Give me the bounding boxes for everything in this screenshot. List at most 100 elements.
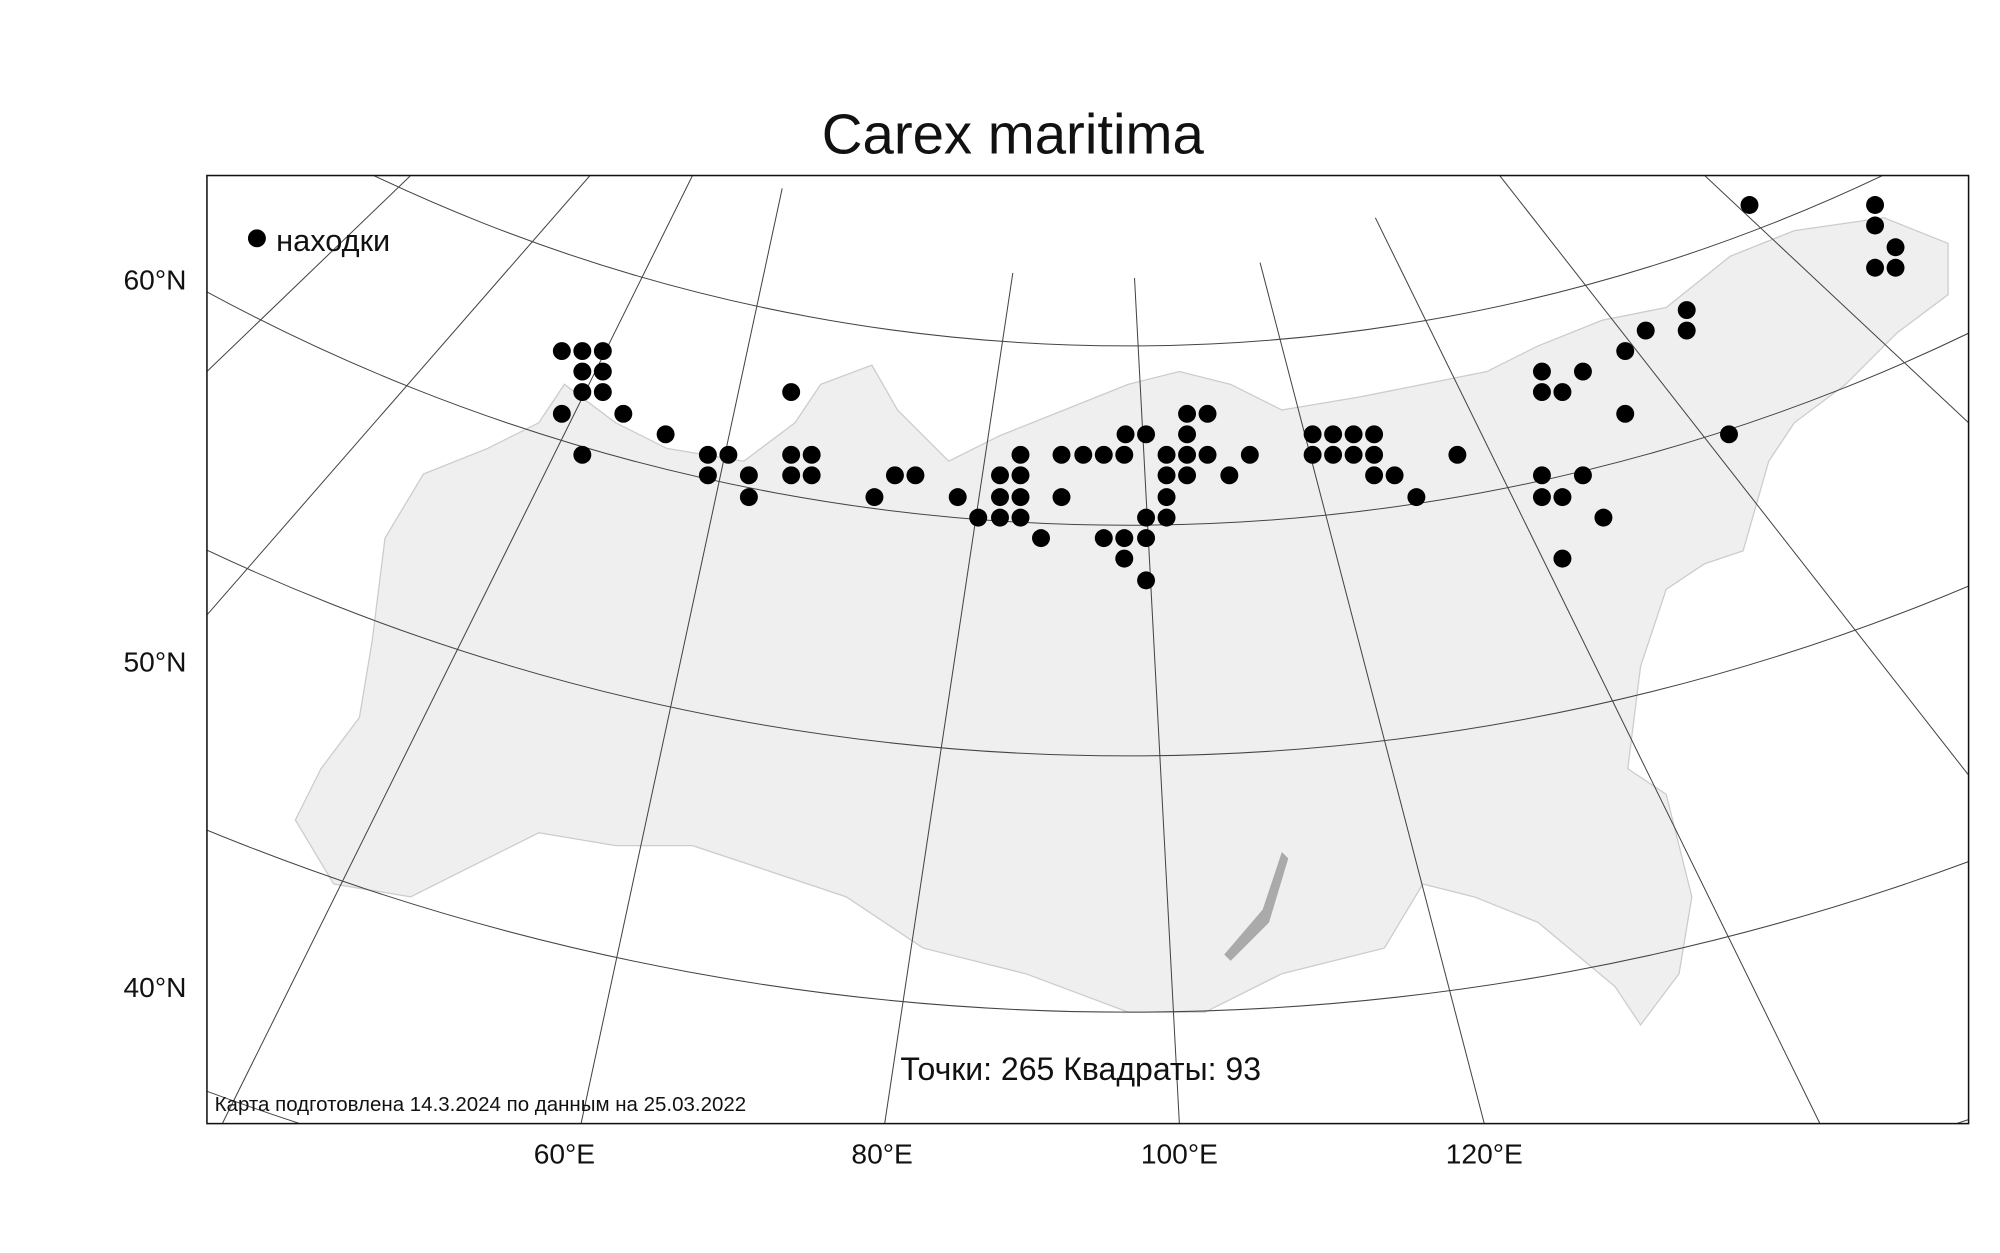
occurrence-dot <box>865 488 884 507</box>
occurrence-dot <box>906 466 925 485</box>
occurrence-dot <box>698 466 717 485</box>
occurrence-dot <box>1011 488 1030 507</box>
occurrence-dot <box>1178 404 1197 423</box>
occurrence-dot <box>1157 466 1176 485</box>
occurrence-dot <box>573 383 592 402</box>
occurrence-dot <box>782 445 801 464</box>
occurrence-dot <box>1198 404 1217 423</box>
occurrence-dot <box>1137 571 1156 590</box>
occurrence-dot <box>1032 529 1050 548</box>
occurrence-dot <box>698 445 717 464</box>
occurrence-dot <box>1178 425 1197 444</box>
occurrence-dot <box>1115 529 1134 548</box>
occurrence-dot <box>948 488 967 507</box>
occurrence-dot <box>1198 445 1217 464</box>
occurrence-dot <box>1365 445 1384 464</box>
occurrence-dot <box>1011 445 1030 464</box>
occurrence-dot <box>1220 466 1239 485</box>
occurrence-dot <box>1011 466 1030 485</box>
occurrence-dot <box>991 466 1009 485</box>
occurrence-dot <box>614 404 633 423</box>
occurrence-dot <box>1157 488 1176 507</box>
occurrence-dot <box>1532 466 1551 485</box>
occurrence-dot <box>1116 425 1135 444</box>
occurrence-dot <box>1532 362 1551 381</box>
occurrence-dot <box>1324 445 1343 464</box>
occurrence-dot <box>1011 508 1030 527</box>
map-title: Carex maritima <box>822 103 1205 166</box>
occurrence-dot <box>1448 445 1467 464</box>
occurrence-dot <box>1407 488 1426 507</box>
occurrence-dot <box>1052 488 1071 507</box>
lat-label: 50°N <box>123 645 186 677</box>
occurrence-dot <box>1094 445 1113 464</box>
occurrence-dot <box>1157 445 1176 464</box>
occurrence-dot <box>1115 445 1134 464</box>
occurrence-dot <box>1636 321 1655 340</box>
occurrence-dot <box>739 488 758 507</box>
occurrence-dot <box>573 342 592 361</box>
occurrence-dot <box>1532 383 1551 402</box>
lat-label: 60°N <box>123 264 186 296</box>
occurrence-dot <box>1365 466 1384 485</box>
occurrence-dot <box>1157 508 1176 527</box>
occurrence-dot <box>1720 425 1738 444</box>
occurrence-dot <box>1344 445 1363 464</box>
occurrence-dot <box>1553 488 1572 507</box>
occurrence-dot <box>1866 196 1885 214</box>
lon-label: 60°E <box>534 1137 595 1169</box>
legend-label: находки <box>276 223 390 258</box>
occurrence-dot <box>552 342 571 361</box>
occurrence-dot <box>1866 216 1885 235</box>
occurrence-dot <box>1052 445 1071 464</box>
occurrence-dot <box>1573 466 1592 485</box>
occurrence-dot <box>1324 425 1343 444</box>
occurrence-dot <box>719 445 738 464</box>
occurrence-dot <box>1240 445 1259 464</box>
occurrence-dot <box>1886 238 1905 257</box>
occurrence-dot <box>1886 258 1905 277</box>
occurrence-dot <box>1178 466 1197 485</box>
occurrence-dot <box>656 425 675 444</box>
occurrence-dot <box>1137 529 1156 548</box>
occurrence-dot <box>969 508 988 527</box>
occurrence-dot <box>1303 425 1322 444</box>
occurrence-dot <box>1385 466 1404 485</box>
frame <box>206 174 1970 1125</box>
stats: Точки: 265 Квадраты: 93 <box>900 1051 1261 1087</box>
lon-label: 80°E <box>851 1137 912 1169</box>
occurrence-dot <box>1677 301 1696 320</box>
occurrence-dot <box>1594 508 1613 527</box>
occurrence-dot <box>782 383 801 402</box>
baikal <box>1224 851 1289 961</box>
lon-label: 120°E <box>1446 1137 1523 1169</box>
lat-label: 40°N <box>123 971 186 1003</box>
occurrence-dot <box>1344 425 1363 444</box>
occurrence-dot <box>573 445 592 464</box>
occurrence-dot <box>802 445 821 464</box>
occurrence-dot <box>552 404 571 423</box>
occurrence-dot <box>1094 529 1113 548</box>
occurrence-dot <box>739 466 758 485</box>
occurrence-dot <box>885 466 904 485</box>
occurrence-dot <box>782 466 801 485</box>
occurrence-dot <box>1303 445 1322 464</box>
occurrence-dot <box>1532 488 1551 507</box>
lon-label: 100°E <box>1141 1137 1218 1169</box>
land <box>294 217 1949 1027</box>
occurrence-dot <box>593 342 612 361</box>
occurrence-dot <box>1137 425 1156 444</box>
occurrence-dot <box>593 383 612 402</box>
legend-marker <box>247 229 266 248</box>
occurrence-dot <box>1573 362 1592 381</box>
occurrence-dot <box>1616 342 1635 361</box>
occurrence-dot <box>1137 508 1156 527</box>
occurrence-dot <box>1677 321 1696 340</box>
occurrence-dot <box>1616 404 1635 423</box>
occurrence-dot <box>1178 445 1197 464</box>
occurrence-dot <box>1553 549 1572 568</box>
credit: Карта подготовлена 14.3.2024 по данным н… <box>215 1093 747 1116</box>
